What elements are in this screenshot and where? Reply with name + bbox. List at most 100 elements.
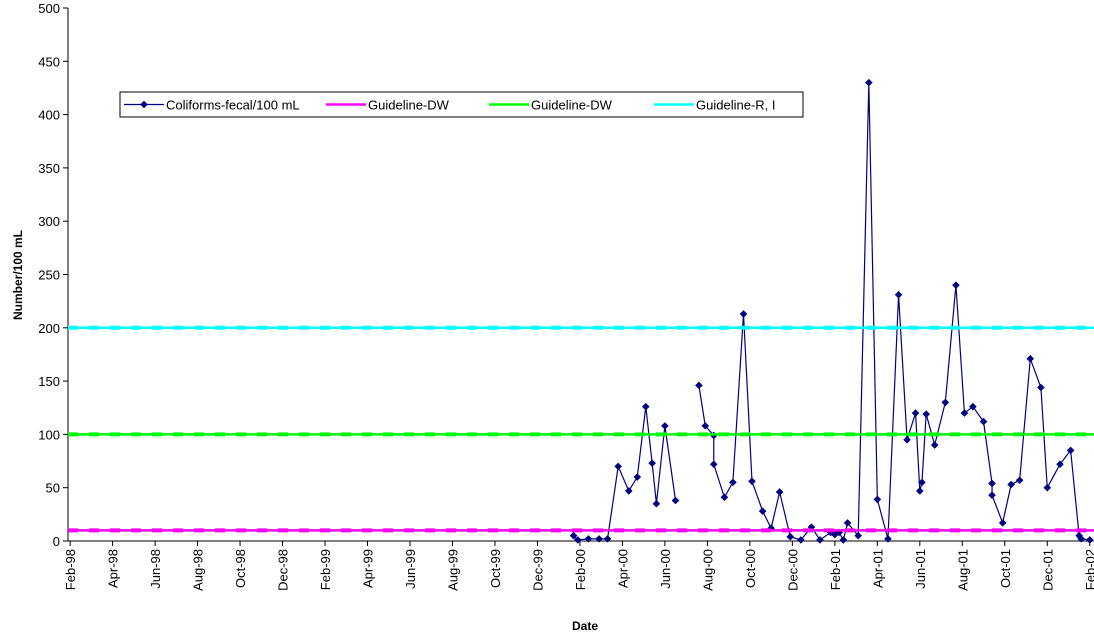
y-tick-label: 500: [38, 1, 60, 16]
data-point: [574, 536, 582, 544]
data-point: [1085, 536, 1094, 544]
data-point: [701, 422, 710, 430]
x-tick-label: Aug-01: [955, 549, 970, 591]
data-point: [614, 462, 622, 471]
y-tick-label: 200: [38, 321, 60, 336]
x-tick-label: Jun-98: [148, 549, 163, 589]
x-tick-label: Feb-98: [63, 549, 78, 590]
data-line: [573, 82, 1090, 542]
x-tick-label: Dec-98: [276, 549, 291, 591]
y-tick-label: 0: [53, 534, 60, 549]
data-point: [960, 409, 969, 417]
data-point: [1015, 476, 1024, 485]
x-tick-label: Aug-00: [700, 549, 715, 591]
data-point: [918, 478, 926, 487]
x-tick-label: Apr-98: [106, 549, 121, 588]
x-tick-label: Jun-01: [913, 549, 928, 589]
legend-label: Guideline-R, I: [696, 98, 775, 113]
data-point: [671, 496, 680, 505]
y-tick-label: 250: [38, 268, 60, 283]
x-tick-label: Dec-01: [1040, 549, 1055, 591]
x-tick-label: Feb-99: [318, 549, 333, 590]
data-point: [911, 409, 920, 417]
y-axis-title: Number/100 mL: [11, 230, 25, 320]
data-point: [641, 402, 650, 411]
data-point: [569, 531, 578, 540]
legend: Coliforms-fecal/100 mL Guideline-DW Guidel…: [119, 91, 804, 118]
data-point: [865, 78, 873, 87]
data-point: [775, 488, 784, 496]
data-point: [1026, 354, 1035, 363]
data-point: [903, 435, 911, 444]
y-tick-label: 50: [46, 481, 60, 496]
data-point: [1056, 460, 1064, 469]
data-point: [1007, 480, 1015, 489]
x-tick-label: Dec-99: [530, 549, 545, 591]
legend-label: Guideline-DW: [368, 98, 450, 113]
data-point: [595, 535, 603, 543]
data-point: [952, 281, 960, 289]
data-point: [648, 459, 656, 467]
data-point: [1077, 535, 1086, 543]
data-point: [695, 381, 703, 390]
data-point: [979, 417, 988, 426]
y-tick-label: 400: [38, 108, 60, 123]
data-point: [624, 487, 633, 495]
x-tick-label: Apr-00: [615, 549, 630, 588]
data-point: [816, 536, 824, 544]
x-tick-label: Feb-02: [1083, 549, 1094, 590]
x-tick-label: Apr-99: [361, 549, 376, 588]
x-tick-label: Oct-99: [488, 549, 503, 588]
data-point: [922, 410, 930, 418]
data-point: [1066, 446, 1075, 455]
data-point: [941, 398, 950, 407]
x-tick-label: Aug-98: [191, 549, 206, 591]
data-point: [739, 310, 748, 318]
data-point: [633, 473, 642, 481]
x-tick-label: Oct-98: [233, 549, 248, 588]
y-tick-label: 300: [38, 214, 60, 229]
x-tick-label: Jun-99: [403, 549, 418, 589]
y-tick-label: 100: [38, 427, 60, 442]
data-point: [831, 530, 839, 539]
data-point: [758, 507, 767, 515]
x-tick-label: Oct-00: [743, 549, 758, 588]
data-point: [748, 477, 756, 486]
data-point: [584, 535, 593, 543]
legend-label: Guideline-DW: [531, 98, 613, 113]
data-point: [603, 535, 612, 543]
y-tick-label: 450: [38, 54, 60, 69]
data-point: [1037, 383, 1045, 392]
x-tick-label: Oct-01: [998, 549, 1013, 588]
x-tick-label: Apr-01: [870, 549, 885, 588]
x-axis-title: Date: [572, 619, 598, 633]
x-tick-label: Feb-00: [573, 549, 588, 590]
data-point: [894, 290, 903, 299]
x-tick-label: Feb-01: [828, 549, 843, 590]
data-point: [988, 479, 996, 488]
data-point: [930, 441, 939, 449]
data-point: [1043, 483, 1052, 492]
data-point: [661, 422, 669, 430]
data-point: [916, 487, 924, 495]
legend-label: Coliforms-fecal/100 mL: [166, 98, 300, 113]
data-point: [729, 478, 737, 487]
legend-marker: [140, 100, 148, 109]
data-point: [969, 402, 977, 411]
x-tick-label: Aug-99: [445, 549, 460, 591]
data-point: [652, 499, 661, 508]
data-point: [843, 519, 852, 527]
data-point: [854, 531, 863, 540]
data-point: [786, 532, 795, 541]
data-point: [720, 493, 729, 502]
y-tick-label: 150: [38, 374, 60, 389]
data-point: [988, 491, 996, 499]
data-point: [839, 536, 848, 544]
data-point: [884, 535, 892, 543]
data-point: [998, 519, 1007, 527]
y-tick-label: 350: [38, 161, 60, 176]
data-point: [797, 536, 805, 544]
data-point: [873, 495, 882, 504]
x-tick-label: Dec-00: [785, 549, 800, 591]
